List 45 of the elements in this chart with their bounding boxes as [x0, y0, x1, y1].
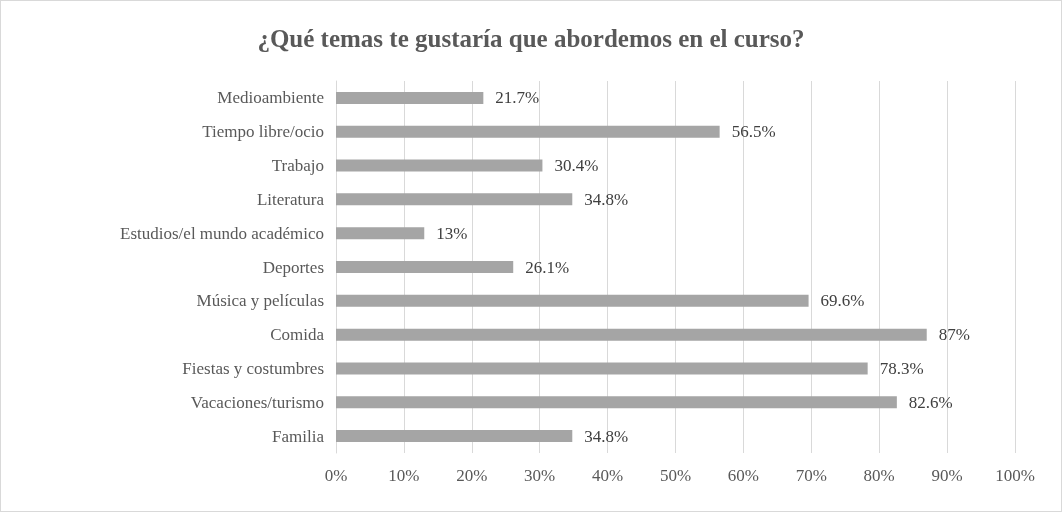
bar: [336, 193, 573, 206]
y-tick-label: Estudios/el mundo académico: [120, 223, 324, 243]
data-label: 78.3%: [879, 358, 924, 378]
x-tick-label: 90%: [931, 466, 963, 485]
y-tick-label: Fiestas y costumbres: [182, 358, 324, 378]
y-tick-label: Vacaciones/turismo: [190, 392, 324, 412]
y-tick-label: Medioambiente: [217, 88, 324, 108]
data-label: 69.6%: [820, 291, 865, 311]
bar: [336, 91, 484, 104]
y-tick-label: Comida: [270, 325, 325, 345]
y-tick-label: Tiempo libre/ocio: [202, 122, 324, 142]
data-label: 30.4%: [554, 156, 599, 176]
data-label: 21.7%: [495, 88, 540, 108]
y-tick-label: Familia: [272, 426, 325, 446]
chart-title: ¿Qué temas te gustaría que abordemos en el curso?: [257, 25, 805, 52]
bar: [336, 125, 720, 138]
y-tick-label: Música y películas: [196, 291, 324, 311]
bar: [336, 159, 543, 172]
x-tick-label: 10%: [388, 466, 420, 485]
data-label: 56.5%: [731, 122, 776, 142]
bar: [336, 294, 809, 307]
data-label: 26.1%: [525, 257, 570, 277]
y-tick-label: Literatura: [256, 189, 325, 209]
y-tick-label: Deportes: [262, 257, 324, 277]
x-tick-label: 30%: [524, 466, 556, 485]
x-tick-label: 70%: [795, 466, 827, 485]
data-label: 87%: [938, 325, 970, 345]
data-label: 34.8%: [584, 426, 629, 446]
bar: [336, 430, 573, 443]
x-tick-label: 100%: [995, 466, 1035, 485]
x-tick-label: 40%: [592, 466, 624, 485]
y-tick-label: Trabajo: [271, 156, 324, 176]
data-label: 82.6%: [908, 392, 953, 412]
data-label: 13%: [436, 223, 468, 243]
bar: [336, 328, 927, 341]
bar: [336, 227, 425, 240]
x-tick-label: 80%: [863, 466, 895, 485]
x-tick-label: 60%: [727, 466, 759, 485]
bar: [336, 362, 868, 375]
x-tick-label: 20%: [456, 466, 488, 485]
bar: [336, 396, 897, 409]
x-tick-label: 0%: [324, 466, 348, 485]
data-label: 34.8%: [584, 189, 629, 209]
bar: [336, 261, 514, 273]
x-tick-label: 50%: [659, 466, 692, 485]
